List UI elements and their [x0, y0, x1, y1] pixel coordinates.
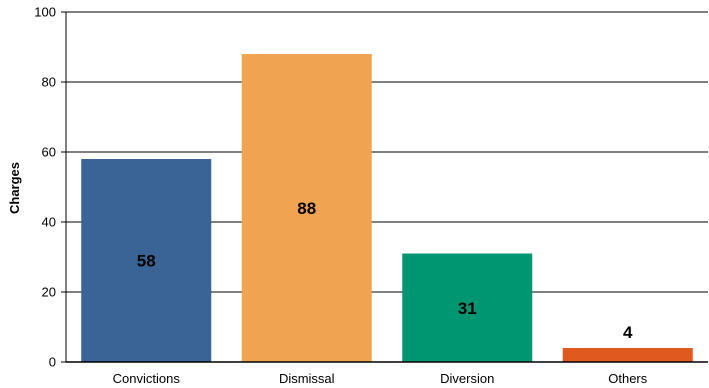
y-tick-labels: 0 20 40 60 80 100 [34, 5, 56, 370]
data-label: 88 [297, 199, 316, 218]
y-axis-title: Charges [7, 162, 22, 214]
x-tick-label: Others [608, 371, 648, 386]
y-tick-label: 20 [42, 285, 56, 300]
data-labels: 58 88 31 4 [137, 199, 633, 342]
bar-convictions [81, 159, 212, 362]
axes [61, 11, 708, 363]
bar-diversion [402, 253, 533, 362]
bar-dismissal [241, 54, 372, 362]
x-tick-label: Dismissal [279, 371, 335, 386]
y-tick-label: 100 [34, 5, 56, 20]
y-tick-label: 60 [42, 145, 56, 160]
bars [81, 54, 693, 362]
data-label: 31 [458, 299, 477, 318]
bar-others [562, 348, 693, 362]
data-label: 58 [137, 252, 156, 271]
x-tick-label: Convictions [113, 371, 181, 386]
y-tick-label: 0 [49, 355, 56, 370]
y-tick-label: 80 [42, 75, 56, 90]
x-tick-label: Diversion [440, 371, 494, 386]
y-tick-label: 40 [42, 215, 56, 230]
data-label: 4 [623, 323, 633, 342]
x-tick-labels: Convictions Dismissal Diversion Others [113, 371, 648, 386]
